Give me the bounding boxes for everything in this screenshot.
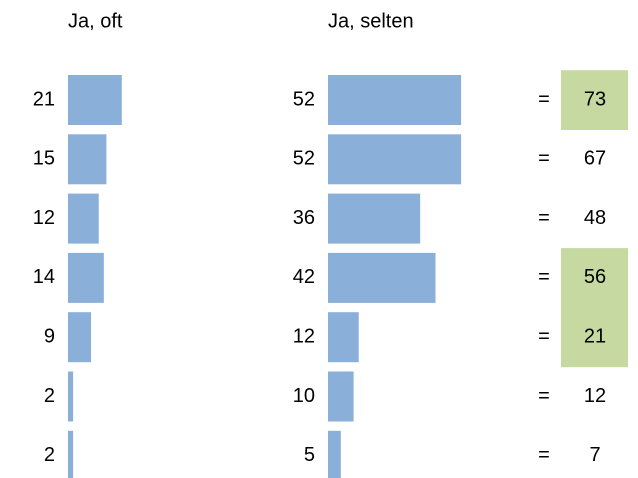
value-label: 2 — [44, 385, 55, 407]
value-label: 36 — [293, 207, 315, 229]
total-label: 21 — [584, 325, 606, 347]
bar — [68, 312, 92, 363]
value-label: 12 — [293, 325, 315, 347]
total-label: 73 — [584, 88, 606, 110]
value-label: 12 — [33, 207, 55, 229]
column-header: Ja, oft — [68, 10, 123, 32]
bar — [68, 75, 122, 125]
bar — [68, 134, 107, 185]
value-label: 15 — [33, 148, 55, 170]
equals-sign: = — [538, 266, 550, 288]
value-label: 5 — [304, 444, 315, 466]
equals-sign: = — [538, 207, 550, 229]
bar — [328, 430, 341, 478]
total-label: 12 — [584, 385, 606, 407]
bar — [68, 252, 104, 303]
bar — [68, 193, 99, 244]
value-label: 9 — [44, 325, 55, 347]
bar — [328, 312, 359, 363]
highlight — [561, 307, 628, 368]
equals-sign: = — [538, 444, 550, 466]
value-label: 42 — [293, 266, 315, 288]
value-label: 2 — [44, 444, 55, 466]
value-label: 52 — [293, 88, 315, 110]
total-label: 56 — [584, 266, 606, 288]
bar — [328, 134, 462, 185]
equals-sign: = — [538, 148, 550, 170]
value-label: 21 — [33, 88, 55, 110]
value-label: 10 — [293, 385, 315, 407]
column-header: Ja, selten — [328, 10, 414, 32]
equals-sign: = — [538, 88, 550, 110]
bar — [68, 371, 74, 422]
equals-sign: = — [538, 385, 550, 407]
bar — [328, 75, 462, 125]
value-label: 14 — [33, 266, 55, 288]
equals-sign: = — [538, 325, 550, 347]
highlight — [561, 248, 628, 308]
value-label: 52 — [293, 148, 315, 170]
total-label: 48 — [584, 207, 606, 229]
bar — [68, 430, 74, 478]
bar — [328, 193, 421, 244]
bar — [328, 371, 354, 422]
bar — [328, 252, 436, 303]
highlight — [561, 70, 628, 130]
total-label: 67 — [584, 148, 606, 170]
total-label: 7 — [589, 444, 600, 466]
